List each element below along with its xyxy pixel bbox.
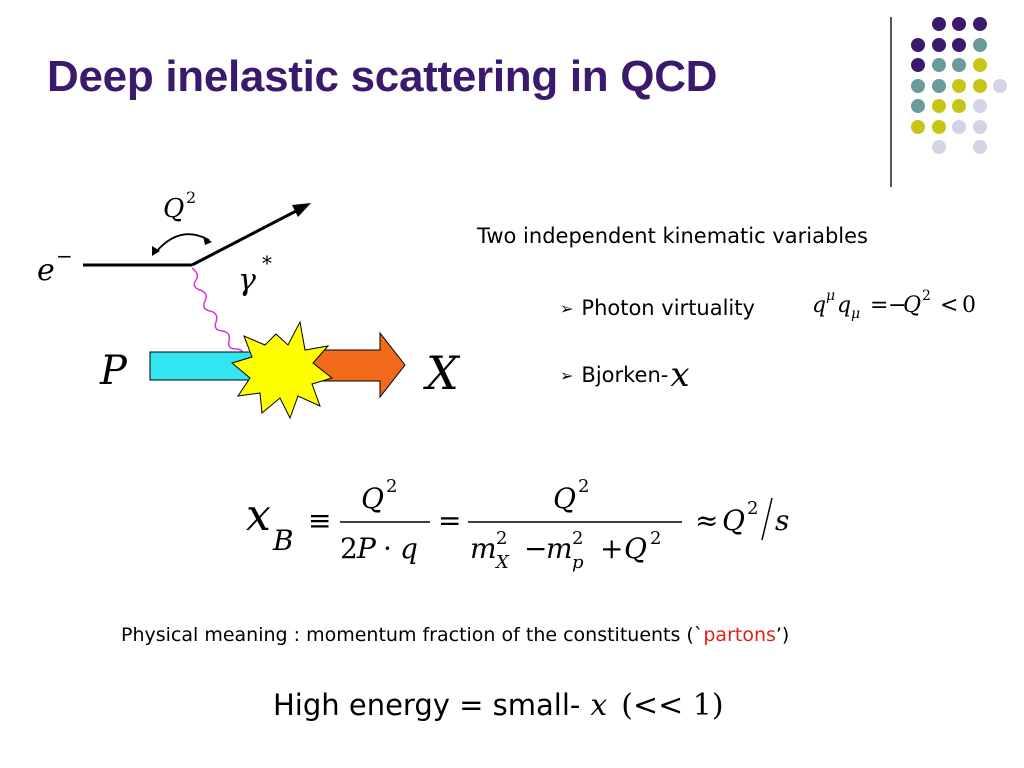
decorative-dot [972, 99, 987, 113]
svg-text:p: p [572, 552, 584, 573]
svg-text:2: 2 [340, 532, 358, 565]
q2-curve-arrow [155, 233, 210, 253]
partons-highlight: partons [703, 624, 776, 646]
svg-text:2: 2 [578, 476, 589, 497]
bullet-label: Bjorken- [581, 363, 669, 387]
svg-text:m: m [546, 532, 573, 565]
svg-text:Q: Q [903, 293, 921, 318]
decorative-dot [952, 37, 966, 52]
decorative-dot [952, 17, 966, 31]
decorative-dot [911, 119, 925, 134]
svg-text:2: 2 [922, 288, 931, 304]
electron-label: e [37, 253, 55, 288]
decorative-dot [952, 99, 966, 113]
physical-meaning-text: Physical meaning : momentum fraction of … [121, 624, 789, 646]
svg-text:P: P [356, 532, 377, 565]
page-title: Deep inelastic scattering in QCD [47, 52, 718, 101]
bjorken-x-equation: x B ≡ Q 2 2 P · q = Q 2 m 2 X − m 2 p + … [246, 476, 789, 573]
decorative-dot [931, 58, 946, 72]
svg-text:=: = [438, 504, 461, 537]
svg-text:x: x [246, 490, 271, 541]
svg-text:Q: Q [553, 482, 576, 515]
svg-text:s: s [775, 504, 789, 537]
bullet-bjorken-x: ➢ Bjorken- x [560, 358, 690, 392]
virtuality-equation: q μ q μ = − Q 2 < 0 [812, 288, 976, 322]
decorative-dot [931, 99, 946, 113]
svg-text:μ: μ [851, 306, 860, 322]
arrow-bullet-icon: ➢ [560, 298, 574, 318]
svg-text:μ: μ [826, 288, 835, 304]
bjorken-symbol: x [670, 355, 690, 395]
svg-text:2: 2 [650, 528, 661, 549]
physical-meaning-prefix: Physical meaning : momentum fraction of … [121, 624, 704, 646]
svg-text:−: − [524, 532, 547, 565]
svg-text:≡: ≡ [308, 504, 331, 537]
svg-text:0: 0 [962, 293, 976, 318]
high-energy-text: High energy = small- [273, 688, 581, 722]
svg-text:+: + [600, 532, 623, 565]
proton-label: P [99, 348, 128, 394]
bullet-photon-virtuality: ➢ Photon virtuality [560, 296, 755, 320]
outgoing-electron-line [191, 207, 301, 267]
svg-text:q: q [812, 293, 826, 318]
photon-label: γ [238, 263, 256, 298]
outgoing-electron-arrowhead [292, 203, 311, 217]
decorative-dot [931, 119, 946, 134]
kinematics-heading: Two independent kinematic variables [477, 224, 868, 248]
svg-text:Q: Q [361, 482, 384, 515]
decorative-dot [952, 119, 966, 134]
svg-text:2: 2 [572, 528, 583, 549]
svg-text:q: q [400, 532, 418, 565]
decorative-dot [972, 17, 987, 31]
photon-superscript: * [262, 251, 272, 275]
decorative-divider [890, 17, 892, 187]
final-state-label: X [423, 346, 461, 400]
svg-text:·: · [383, 532, 392, 565]
decorative-dot [931, 140, 946, 154]
svg-text:<: < [940, 293, 958, 318]
decorative-dot [972, 119, 987, 134]
virtual-photon-line [191, 267, 245, 359]
svg-text:=: = [870, 293, 888, 318]
decorative-dot [952, 58, 966, 72]
q2-superscript: 2 [186, 188, 196, 207]
interaction-burst [230, 320, 334, 420]
decorative-dot [931, 17, 946, 31]
physical-meaning-suffix: ’) [775, 624, 790, 646]
decorative-dot [972, 140, 987, 154]
svg-text:Q: Q [722, 504, 745, 537]
decorative-dot [931, 78, 946, 93]
bullet-label: Photon virtuality [581, 296, 755, 320]
high-energy-math-rest: (<< 1) [621, 688, 724, 723]
svg-text:B: B [272, 524, 294, 557]
q2-label: Q [163, 194, 184, 224]
decorative-dot [972, 78, 987, 93]
decorative-dot [911, 99, 925, 113]
decorative-dot [911, 78, 925, 93]
high-energy-statement: High energy = small- x (<< 1) [273, 688, 724, 723]
svg-text:−: − [888, 293, 906, 318]
svg-text:m: m [470, 532, 497, 565]
svg-text:2: 2 [747, 498, 758, 519]
svg-text:≈: ≈ [695, 504, 718, 537]
svg-text:2: 2 [386, 476, 397, 497]
decorative-dot [952, 78, 966, 93]
decorative-dot [911, 37, 925, 52]
decorative-dot [911, 58, 925, 72]
high-energy-math-x: x [590, 688, 608, 723]
decorative-dot [972, 58, 987, 72]
electron-superscript: − [56, 244, 73, 268]
decorative-dot [931, 37, 946, 52]
arrow-bullet-icon: ➢ [560, 365, 574, 385]
decorative-dot [972, 37, 987, 52]
svg-text:2: 2 [496, 528, 507, 549]
decorative-dot [993, 78, 1007, 93]
svg-text:Q: Q [624, 532, 647, 565]
svg-text:q: q [837, 293, 851, 318]
svg-text:X: X [494, 552, 510, 573]
